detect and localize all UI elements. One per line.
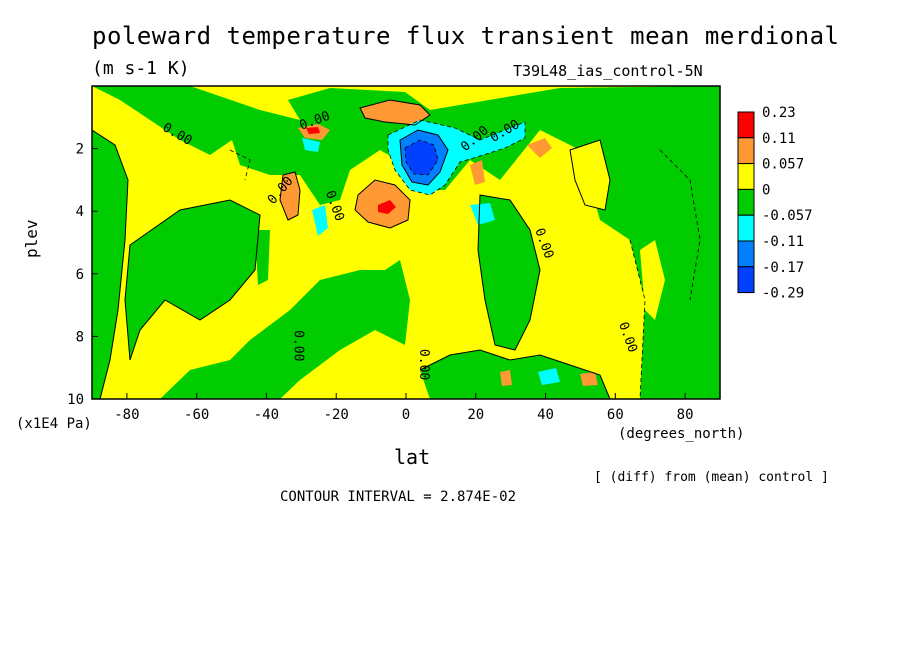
x-axis-units: (degrees_north) [618,426,745,442]
field-negative-region [92,86,720,399]
x-tick-label: -20 [324,407,349,423]
contour-line [569,139,611,211]
x-tick-label: 80 [677,407,694,423]
contour-line [279,171,301,221]
colorbar-label: 0.23 [762,105,796,121]
chart-title: poleward temperature flux transient mean… [92,22,840,50]
field-orange-region [360,100,430,125]
field-orange-region [500,370,512,386]
field-cyan-region [312,205,328,236]
colorbar-label: 0.11 [762,131,796,147]
colorbar-label: -0.057 [762,208,813,224]
field-negative-region [160,260,410,399]
field-red-core [306,127,320,134]
experiment-label: T39L48_ias_control-5N [513,62,703,80]
y-tick-label: 6 [76,267,84,283]
field-positive-region [640,240,665,320]
x-axis-label: lat [394,445,431,469]
x-tick-label: 40 [537,407,554,423]
colorbar-label: 0.057 [762,157,804,173]
contour-line [92,129,129,399]
x-tick-label: -40 [254,407,279,423]
y-tick-label: 8 [76,329,84,345]
colorbar-label: 0 [762,182,770,198]
field-negative-region [125,200,260,360]
contour-interval: CONTOUR INTERVAL = 2.874E-02 [280,489,517,505]
colorbar-label: -0.29 [762,286,804,302]
x-tick-label: 60 [607,407,624,423]
field-negative-region [255,230,270,285]
field-cyan-region [470,203,495,225]
contour-line-dashed [659,149,701,301]
colorbar-label: -0.11 [762,234,804,250]
diff-note: [ (diff) from (mean) control ] [594,470,829,485]
field-negative-region [478,195,540,350]
colorbar-swatch [737,111,755,139]
field-orange-region [280,172,300,220]
contour-line-dashed [387,119,526,196]
field-orange-region [527,138,552,158]
contour-line [124,199,261,361]
contour-line [354,179,411,229]
contour-line-dashed [229,149,251,181]
plot-area [92,86,720,399]
colorbar-label: -0.17 [762,260,804,276]
colorbar-swatch [737,188,755,216]
colorbar-swatch [737,163,755,190]
x-tick-label: -80 [114,407,139,423]
field-red-core [378,200,396,214]
x-tick-label: 0 [402,407,410,423]
field-negative-region [92,130,128,399]
contour-label: 0.00 [290,330,305,361]
contour-line [359,99,431,126]
x-tick-label: -60 [184,407,209,423]
field-blue-core [405,140,438,175]
field-cyan-region [302,138,320,152]
contour-line [477,194,541,351]
contour-line-dashed [629,239,646,399]
colorbar-swatch [737,266,755,294]
chart-units: (m s-1 K) [92,58,190,79]
contour-line-dashed [404,139,439,176]
y-axis-units: (x1E4 Pa) [16,416,92,432]
colorbar-swatch [737,137,755,165]
y-tick-label: 2 [76,142,84,158]
y-tick-label: 10 [67,392,84,408]
colorbar-swatch [737,214,755,242]
field-orange-region [470,160,485,185]
field-cyan-region [538,368,560,385]
y-tick-label: 4 [76,204,84,220]
contour-label: 0.00 [416,349,431,380]
x-tick-label: 20 [467,407,484,423]
contour-line [399,129,449,186]
field-orange-region [580,372,598,386]
field-negative-region [420,350,610,399]
contour-line [419,349,611,399]
colorbar-swatch [737,240,755,268]
